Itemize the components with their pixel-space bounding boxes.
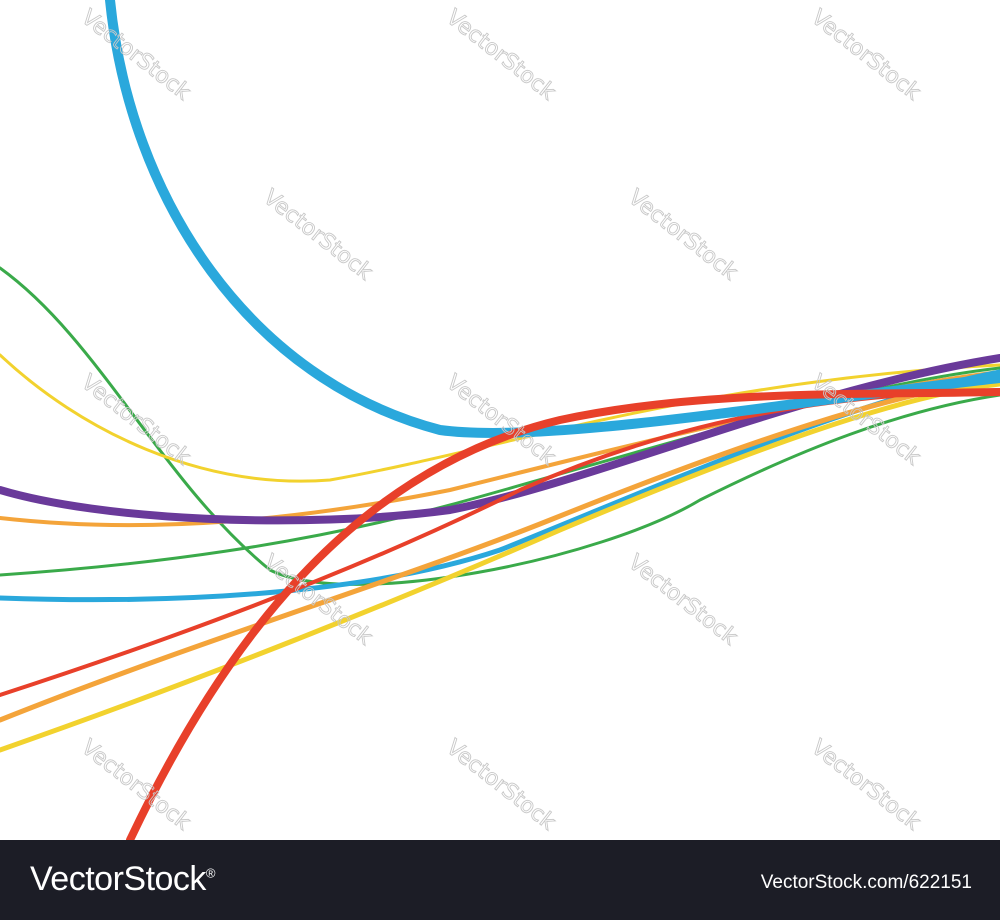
watermark: VectorStock: [623, 185, 742, 286]
logo-mark: ®: [205, 865, 216, 881]
curve: [105, 0, 1000, 438]
logo-text: VectorStock: [30, 860, 206, 898]
curve: [0, 377, 1000, 723]
watermark: VectorStock: [441, 735, 560, 836]
curve: [0, 353, 1000, 483]
curves: [0, 0, 1000, 840]
watermark: VectorStock: [623, 550, 742, 651]
watermark: VectorStock: [441, 5, 560, 106]
logo: VectorStock®: [30, 860, 216, 899]
artwork: VectorStock VectorStock VectorStock Vect…: [0, 0, 1000, 840]
curve: [0, 381, 1000, 753]
watermark: VectorStock: [258, 185, 377, 286]
curve: [126, 388, 1000, 840]
watermark: VectorStock: [806, 5, 925, 106]
watermark: VectorStock: [76, 5, 195, 106]
footer-bar: VectorStock® VectorStock.com/622151: [0, 840, 1000, 920]
watermark: VectorStock: [76, 370, 195, 471]
image-id: VectorStock.com/622151: [760, 872, 972, 893]
watermark: VectorStock: [806, 735, 925, 836]
